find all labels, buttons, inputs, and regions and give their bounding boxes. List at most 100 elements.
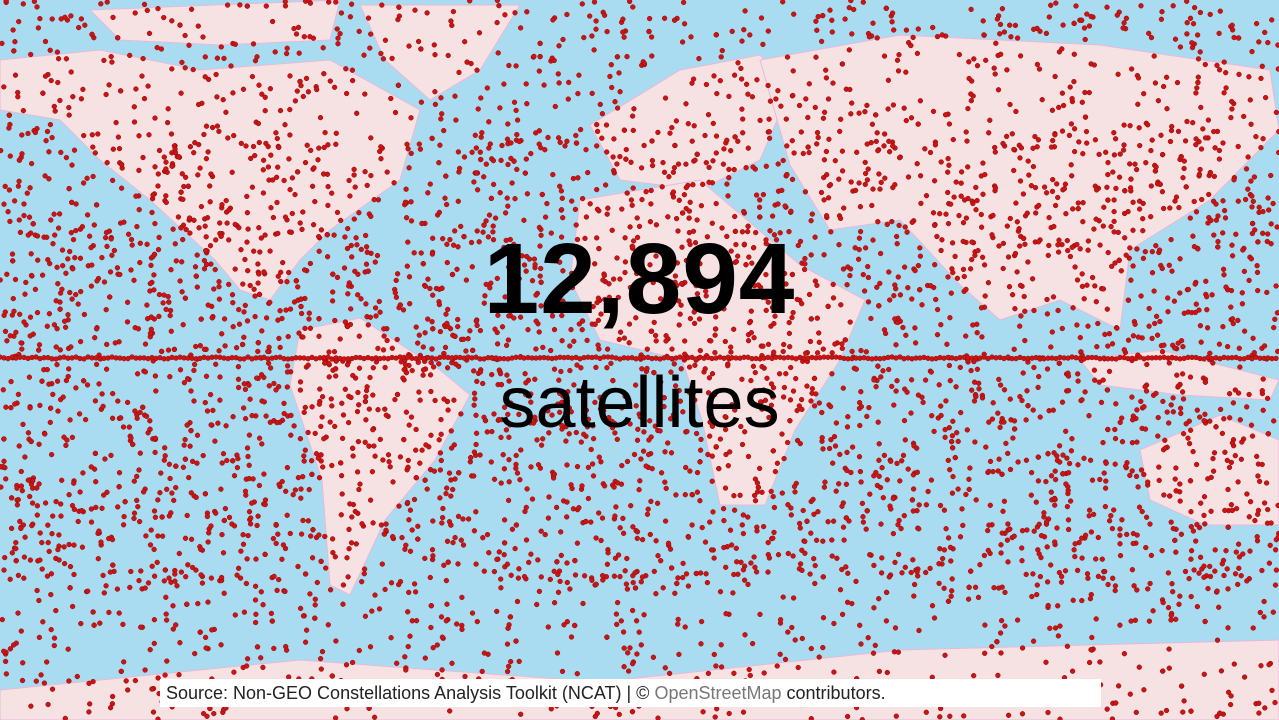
satellite-dot — [109, 59, 115, 65]
satellite-dot — [589, 90, 595, 97]
satellite-dot — [340, 582, 347, 588]
satellite-dot — [1241, 674, 1248, 680]
satellite-dot — [575, 90, 581, 97]
satellite-dot — [1100, 575, 1106, 581]
satellite-dot — [169, 490, 175, 496]
satellite-dot — [897, 478, 903, 484]
satellite-dot — [372, 592, 378, 598]
satellite-dot — [971, 673, 977, 679]
satellite-dot — [127, 584, 133, 591]
satellite-dot — [624, 53, 630, 60]
satellite-dot — [84, 175, 90, 181]
satellite-dot — [1017, 155, 1023, 161]
satellite-dot — [88, 464, 94, 470]
satellite-dot — [306, 486, 312, 493]
satellite-dot — [298, 495, 304, 501]
satellite-dot — [713, 32, 719, 38]
satellite-dot — [175, 214, 182, 220]
satellite-dot — [1207, 563, 1213, 570]
satellite-dot — [672, 590, 678, 596]
satellite-dot — [889, 10, 896, 16]
satellite-dot — [557, 578, 563, 585]
satellite-dot — [205, 599, 211, 605]
satellite-dot — [917, 245, 923, 251]
satellite-dot — [667, 130, 673, 136]
satellite-dot — [1129, 567, 1136, 573]
satellite-dot — [477, 452, 483, 458]
satellite-dot — [539, 191, 545, 198]
satellite-dot — [1172, 345, 1178, 351]
satellite-dot — [964, 138, 970, 144]
satellite-dot — [320, 45, 326, 51]
satellite-dot — [841, 205, 847, 211]
satellite-dot — [145, 580, 152, 586]
satellite-dot — [166, 513, 172, 519]
satellite-dot — [430, 292, 436, 298]
satellite-dot — [300, 613, 307, 619]
satellite-dot — [509, 180, 515, 186]
satellite-dot — [4, 338, 10, 344]
satellite-dot — [1235, 581, 1241, 588]
satellite-dot — [770, 493, 776, 500]
satellite-dot — [581, 573, 588, 579]
satellite-dot — [1235, 541, 1242, 547]
satellite-dot — [125, 687, 131, 693]
satellite-dot — [792, 637, 798, 643]
satellite-dot — [1222, 507, 1228, 514]
satellite-dot — [864, 141, 870, 147]
satellite-dot — [1140, 200, 1146, 207]
satellite-dot — [1023, 571, 1029, 578]
satellite-dot — [1008, 34, 1014, 40]
satellite-dot — [765, 569, 771, 575]
satellite-dot — [217, 397, 223, 403]
satellite-dot — [814, 350, 821, 356]
satellite-dot — [1149, 137, 1155, 143]
satellite-dot — [1248, 422, 1255, 428]
satellite-dot — [407, 507, 414, 513]
satellite-dot — [178, 569, 185, 575]
satellite-dot — [95, 556, 101, 562]
satellite-dot — [870, 20, 876, 26]
satellite-dot — [165, 347, 172, 353]
satellite-dot — [501, 466, 508, 472]
satellite-dot — [1229, 98, 1235, 105]
satellite-dot — [243, 580, 250, 587]
satellite-dot — [542, 214, 549, 220]
satellite-dot — [436, 160, 442, 166]
satellite-dot — [890, 102, 897, 108]
satellite-dot — [305, 89, 312, 95]
satellite-dot — [881, 131, 888, 137]
satellite-dot — [109, 701, 116, 707]
satellite-dot — [808, 530, 814, 536]
satellite-dot — [1147, 580, 1153, 587]
satellite-dot — [528, 464, 534, 470]
satellite-dot — [155, 183, 161, 189]
satellite-dot — [1193, 90, 1199, 96]
satellite-dot — [541, 82, 547, 88]
satellite-dot — [1246, 277, 1252, 284]
satellite-dot — [1168, 519, 1174, 525]
satellite-dot — [710, 120, 716, 127]
satellite-dot — [1266, 662, 1272, 668]
satellite-dot — [1117, 526, 1123, 532]
satellite-dot — [930, 24, 936, 31]
satellite-dot — [798, 129, 804, 135]
satellite-dot — [558, 188, 565, 194]
satellite-dot — [1117, 622, 1123, 628]
satellite-dot — [574, 671, 580, 677]
satellite-dot — [1018, 145, 1025, 151]
satellite-dot — [792, 489, 798, 495]
satellite-dot — [67, 563, 74, 570]
satellite-dot — [595, 342, 601, 348]
satellite-dot — [1050, 137, 1056, 144]
satellite-dot — [901, 513, 907, 519]
satellite-dot — [55, 56, 62, 62]
satellite-dot — [84, 212, 91, 218]
satellite-dot — [255, 348, 261, 355]
satellite-dot — [1172, 476, 1178, 482]
satellite-dot — [228, 63, 234, 69]
satellite-dot — [437, 495, 443, 501]
satellite-dot — [284, 45, 290, 51]
satellite-dot — [496, 3, 502, 9]
satellite-dot — [1105, 159, 1111, 166]
